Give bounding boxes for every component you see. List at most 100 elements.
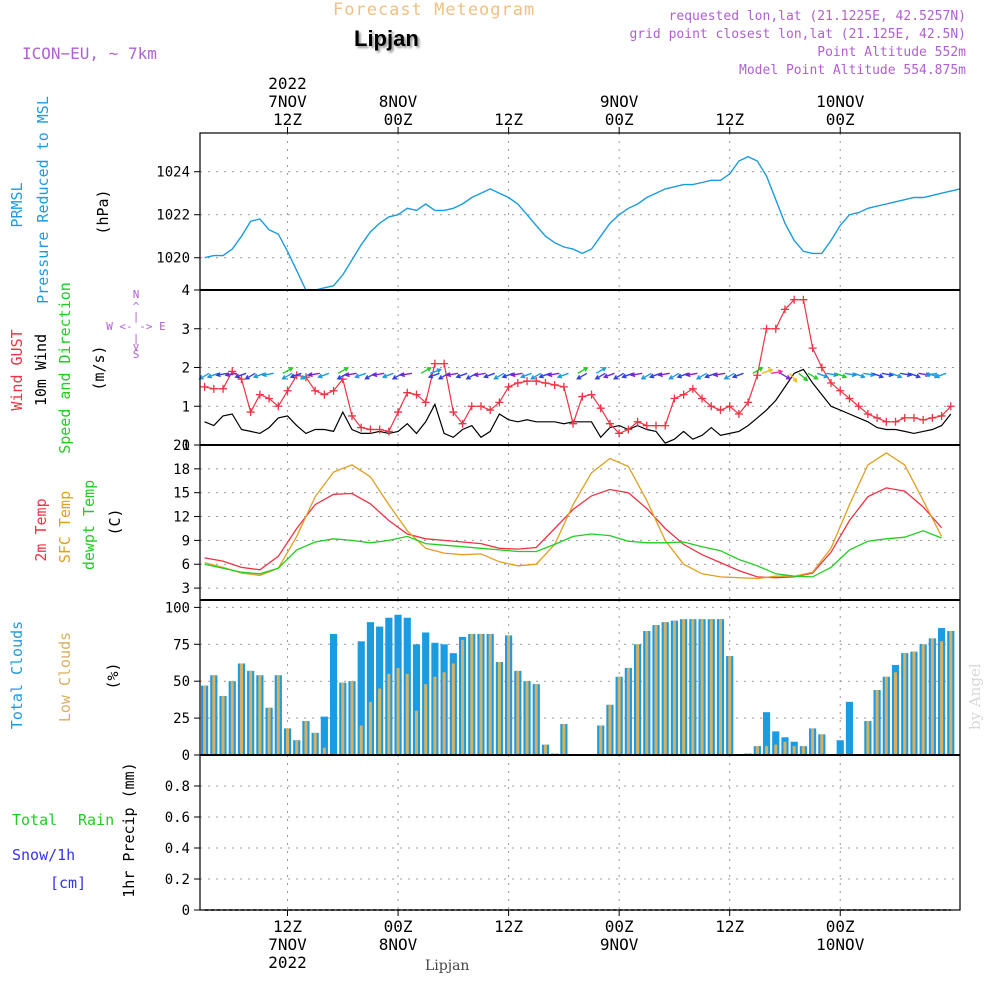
wind-direction-arrow [934,372,947,379]
wind-direction-arrow [281,372,293,380]
wind-direction-arrow [612,372,625,380]
low-cloud-bar [691,619,695,755]
low-cloud-bar [378,688,382,755]
low-cloud-bar [765,746,769,755]
panel-pressure: 1020 1022 1024 [156,133,961,291]
wind-direction-arrow [530,372,542,380]
bottom-time-label: 12Z [273,917,302,936]
footer-station: Lipjan [425,958,470,974]
wind-gust-marker [615,429,624,438]
wind-direction-arrow [602,372,615,379]
wind-gust-label: Wind GUST [8,329,26,410]
low-cloud-bar [700,619,704,755]
chart-title: Forecast Meteogram [333,0,536,20]
wind-gust-marker [725,402,734,411]
wind-direction-arrow [234,372,247,379]
wind-gust-marker [375,425,384,434]
top-time-label: 12Z [494,110,523,129]
precip-legend-snow: Snow/1h [12,846,75,864]
y-tick-label: 4 [182,283,190,299]
y-tick-label: 50 [173,674,190,690]
y-tick-label: 0 [182,748,190,764]
wind-direction-arrow [704,372,717,379]
wind-gust-marker [384,427,393,436]
y-tick-label: 1024 [156,165,190,181]
low-cloud-bar [286,728,290,755]
low-cloud-bar [755,746,759,755]
low-clouds-label: Low Clouds [56,632,74,722]
low-cloud-bar [525,681,529,755]
wind-gust-marker [891,417,900,426]
bottom-time-label: 00Z [384,917,413,936]
wind-direction-arrow [519,372,532,379]
temp-line-dewpt [204,530,942,578]
y-tick-label: 100 [165,600,190,616]
wind-direction-arrow [594,372,606,380]
wind-direction-arrow [899,372,913,378]
low-cloud-bar [516,670,520,755]
low-cloud-bar [774,744,778,755]
low-cloud-bar [470,633,474,755]
wind-direction-arrow [289,372,302,379]
low-cloud-bar [820,734,824,755]
wind-direction-arrow [371,372,385,378]
wind-direction-arrow [307,372,320,378]
wind-direction-arrow [483,372,496,379]
low-cloud-bar [267,707,271,755]
low-cloud-bar [562,724,566,755]
wind-gust-marker [863,410,872,418]
wind-gust-marker [569,419,578,428]
total-cloud-bar [836,740,844,755]
top-time-label: 00Z [605,110,634,129]
low-cloud-bar [663,622,667,755]
temp-line-tsfc [204,452,943,580]
low-cloud-bar [617,676,621,755]
top-time-label: 9NOV [600,92,639,111]
wind-direction-arrow [224,372,237,378]
wind-direction-arrow [206,372,219,379]
wind-gust-marker [661,421,670,430]
low-cloud-bar [709,619,713,755]
wind-direction-arrow [391,372,404,380]
low-cloud-bar [341,682,345,755]
panel-wind: 0 1 2 3 4 [182,283,960,454]
y-tick-label: 0.4 [165,841,190,857]
bottom-time-label: 12Z [494,917,523,936]
y-tick-label: 75 [173,637,190,653]
wind-gust-marker [827,379,836,387]
wind-gust-marker [219,384,228,393]
y-tick-label: 0 [182,438,190,454]
wind-gust-marker [845,394,854,403]
model-name: ICON−EU, ~ 7km [22,44,157,63]
wind-gust-marker [716,406,725,415]
wind-direction-arrow [215,372,228,378]
precip-legend-rain: Rain [78,811,114,829]
total-cloud-bar [772,731,780,755]
model-altitude: Model Point Altitude 554.875m [739,63,966,78]
y-tick-label: 12 [173,510,190,526]
low-cloud-bar [783,741,787,755]
total-cloud-bar [845,701,854,755]
wind-gust-marker [265,394,274,403]
low-cloud-bar [212,675,216,755]
wind-direction-arrow [465,372,477,380]
wind-gust-marker [633,417,642,426]
low-cloud-bar [230,681,234,755]
low-cloud-bar [221,695,225,755]
wind-direction-label: Speed and Direction [56,282,74,454]
compass-n: N [133,288,140,301]
top-time-label: 12Z [273,110,302,129]
wind-gust-marker [255,390,264,399]
wind-direction-arrow [844,372,858,378]
low-cloud-bar [276,675,280,755]
y-tick-label: 1020 [156,251,190,267]
t2m-label: 2m Temp [32,498,50,561]
wind-direction-arrow [399,372,413,378]
y-tick-label: 15 [173,486,190,502]
low-cloud-bar [903,653,907,755]
wind-gust-marker [504,382,513,391]
prmsl-label: PRMSL [8,182,26,227]
wind-direction-arrow [780,372,792,380]
low-cloud-bar [912,651,916,755]
low-cloud-bar [654,625,658,755]
